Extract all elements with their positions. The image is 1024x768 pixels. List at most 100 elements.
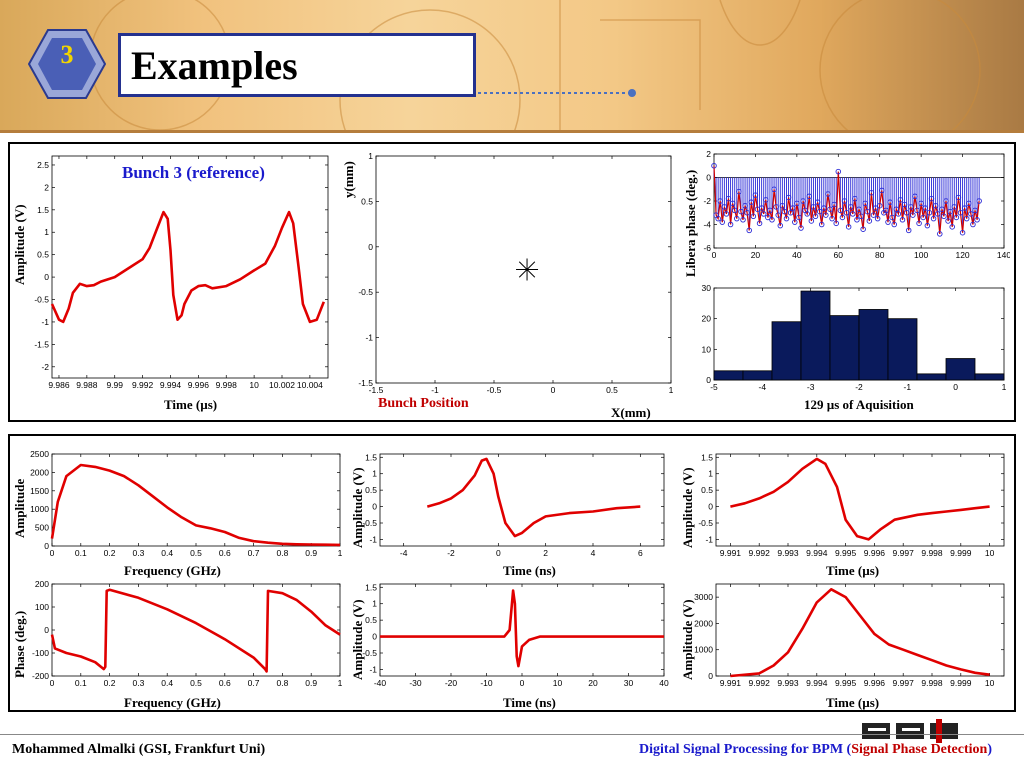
- position-y-label: y(mm): [341, 161, 356, 198]
- pulse-us-1-ytick-label: -1: [705, 534, 713, 544]
- spectrum-phase-xtick-label: 0: [50, 678, 55, 688]
- pulse-ns-1-ytick-label: -1: [369, 534, 377, 544]
- libera-phase-point: [756, 220, 763, 227]
- libera-phase-ytick-label: -4: [703, 220, 711, 230]
- bunch-waveform-xtick-label: 9.994: [160, 380, 182, 390]
- phase-histogram-bar: [974, 373, 1005, 381]
- libera-phase-point: [887, 199, 893, 205]
- spectrum-amplitude-ytick-label: 500: [35, 523, 49, 533]
- waveform-y-label: Amplitude (V): [12, 204, 27, 285]
- libera-phase-point: [889, 214, 895, 221]
- bunch-waveform-xtick-label: 9.988: [76, 380, 98, 390]
- pulse-us-1-xtick-label: 9.994: [806, 548, 828, 558]
- spectrum-amplitude-xtick-label: 0.1: [75, 548, 87, 558]
- phase-histogram-ytick-label: 10: [702, 344, 712, 354]
- bunch-waveform-ytick-label: 0: [44, 272, 49, 282]
- phase-y-label: Libera phase (deg.): [683, 169, 698, 277]
- libera-phase-point: [918, 200, 924, 207]
- libera-phase-point: [895, 211, 902, 217]
- title-box: Examples: [118, 33, 476, 97]
- pulse-us-2-xtick-label: 9.994: [806, 678, 828, 688]
- pulse-ns-2-xtick-label: 30: [624, 678, 634, 688]
- pulse-ns-1-xtick-label: 6: [638, 548, 643, 558]
- pulse-ns-2-xtick-label: 20: [588, 678, 598, 688]
- libera-phase-point: [837, 207, 844, 214]
- pulse-ns-1-series-line: [426, 457, 641, 538]
- libera-phase-point: [879, 187, 885, 194]
- spectrum-amplitude-xtick-label: 0.4: [161, 548, 173, 558]
- spectrum-phase-plot: 0 0.1 0.2 0.3 0.4 0.5 0.6 0.7 0.8 0.9 1 -200 -100 0 10…: [32, 580, 343, 688]
- talk-suffix: ): [987, 742, 992, 757]
- pulse-ns-2-ytick-label: 0.5: [365, 615, 377, 625]
- phase-histogram-xtick-label: 1: [1002, 382, 1007, 392]
- bunch-waveform-ytick-label: -1: [41, 317, 49, 327]
- libera-phase-point: [740, 217, 746, 223]
- bunch-waveform-xtick-label: 10.004: [297, 380, 323, 390]
- libera-phase-plot: 0 20 40 60 80 100 120 140 -6 -4 -2 0 2: [703, 149, 1010, 260]
- bunch-position-plot: -1.5 -1 -0.5 0 0.5 1 -1.5 -1 -0.5 0 0.5 1: [358, 151, 673, 393]
- libera-phase-trace: [713, 165, 980, 234]
- pulse-ns-2-xtick-label: -40: [374, 678, 387, 688]
- libera-phase-xtick-label: 140: [997, 250, 1010, 260]
- libera-phase-point: [866, 218, 873, 224]
- libera-phase-point: [773, 204, 779, 210]
- pulse-ns-2-ytick-label: -0.5: [362, 648, 377, 658]
- libera-phase-point: [758, 205, 765, 211]
- libera-phase-point: [914, 207, 920, 214]
- bunch-position-ytick-label: -0.5: [358, 287, 373, 297]
- pulse-ns-1-ytick-label: 0.5: [365, 485, 377, 495]
- phase-histogram-bar: [916, 373, 947, 381]
- pulse-ns-1-ytick-label: 1: [372, 469, 377, 479]
- pulse-us-2-xtick-label: 9.996: [864, 678, 886, 688]
- pulse-us-2-ytick-label: 3000: [694, 592, 713, 602]
- libera-phase-point: [862, 200, 868, 207]
- pulse-ns-1-xtick-label: 0: [496, 548, 501, 558]
- spectrum-phase-ytick-label: 0: [44, 625, 49, 635]
- pulse-ns-2-xtick-label: -20: [445, 678, 458, 688]
- phase-histogram-xtick-label: -4: [759, 382, 767, 392]
- pulse-us-2-y-label: Amplitude (V): [680, 599, 695, 680]
- spectrum-amplitude-ytick-label: 2000: [30, 467, 49, 477]
- libera-phase-point: [883, 207, 889, 214]
- pulse-ns-2-xtick-label: 0: [520, 678, 525, 688]
- gsi-logo: [862, 719, 958, 743]
- libera-phase-point: [829, 215, 835, 222]
- libera-phase-point: [818, 221, 825, 228]
- spectrum-phase-xtick-label: 0.5: [190, 678, 202, 688]
- phase-histogram-ytick-label: 0: [706, 375, 711, 385]
- pulse-ns-1-ytick-label: 1.5: [365, 452, 377, 462]
- libera-phase-point: [742, 202, 748, 209]
- pulse-ns-2-frame: [379, 583, 665, 677]
- phase-histogram-bar: [742, 370, 773, 381]
- libera-phase-point: [744, 210, 750, 216]
- histogram-caption: 129 µs of Aquisition: [804, 397, 914, 412]
- libera-phase-point: [968, 211, 974, 217]
- banner-divider: [0, 130, 1024, 133]
- slide-number: 3: [60, 40, 74, 69]
- pulse-us-1-y-label: Amplitude (V): [680, 467, 695, 548]
- libera-phase-point: [897, 197, 904, 203]
- pulse-ns-2-xtick-label: 40: [659, 678, 669, 688]
- libera-phase-xtick-label: 40: [792, 250, 802, 260]
- libera-phase-point: [905, 227, 912, 234]
- libera-phase-point: [711, 162, 717, 169]
- pulse-us-1-x-label: Time (µs): [826, 563, 880, 578]
- libera-phase-point: [750, 213, 757, 220]
- libera-phase-point: [961, 205, 968, 211]
- spectrum-amplitude-xtick-label: 0.8: [276, 548, 288, 558]
- bunch-waveform-ytick-label: -1.5: [34, 339, 49, 349]
- libera-phase-point: [930, 215, 937, 222]
- pulse-ns-2-y-label: Amplitude (V): [350, 599, 365, 680]
- libera-phase-point: [785, 194, 792, 201]
- libera-phase-point: [908, 204, 914, 210]
- bunch-waveform-xtick-label: 9.986: [48, 380, 70, 390]
- bunch-position-ytick-label: -1: [365, 333, 373, 343]
- spectrum-amplitude-xtick-label: 0.2: [104, 548, 116, 558]
- bunch-waveform-xtick-label: 10: [249, 380, 259, 390]
- libera-phase-point: [852, 195, 858, 202]
- pulse-ns-2-ytick-label: 0: [372, 632, 377, 642]
- pulse-us-2-x-label: Time (µs): [826, 695, 880, 710]
- spectrum-phase-xtick-label: 0.6: [219, 678, 231, 688]
- pulse-ns-2-plot: -40 -30 -20 -10 0 10 20 30 40 -1 -0.5 0 0.5 1 1.5: [362, 582, 669, 688]
- libera-phase-point: [970, 221, 976, 228]
